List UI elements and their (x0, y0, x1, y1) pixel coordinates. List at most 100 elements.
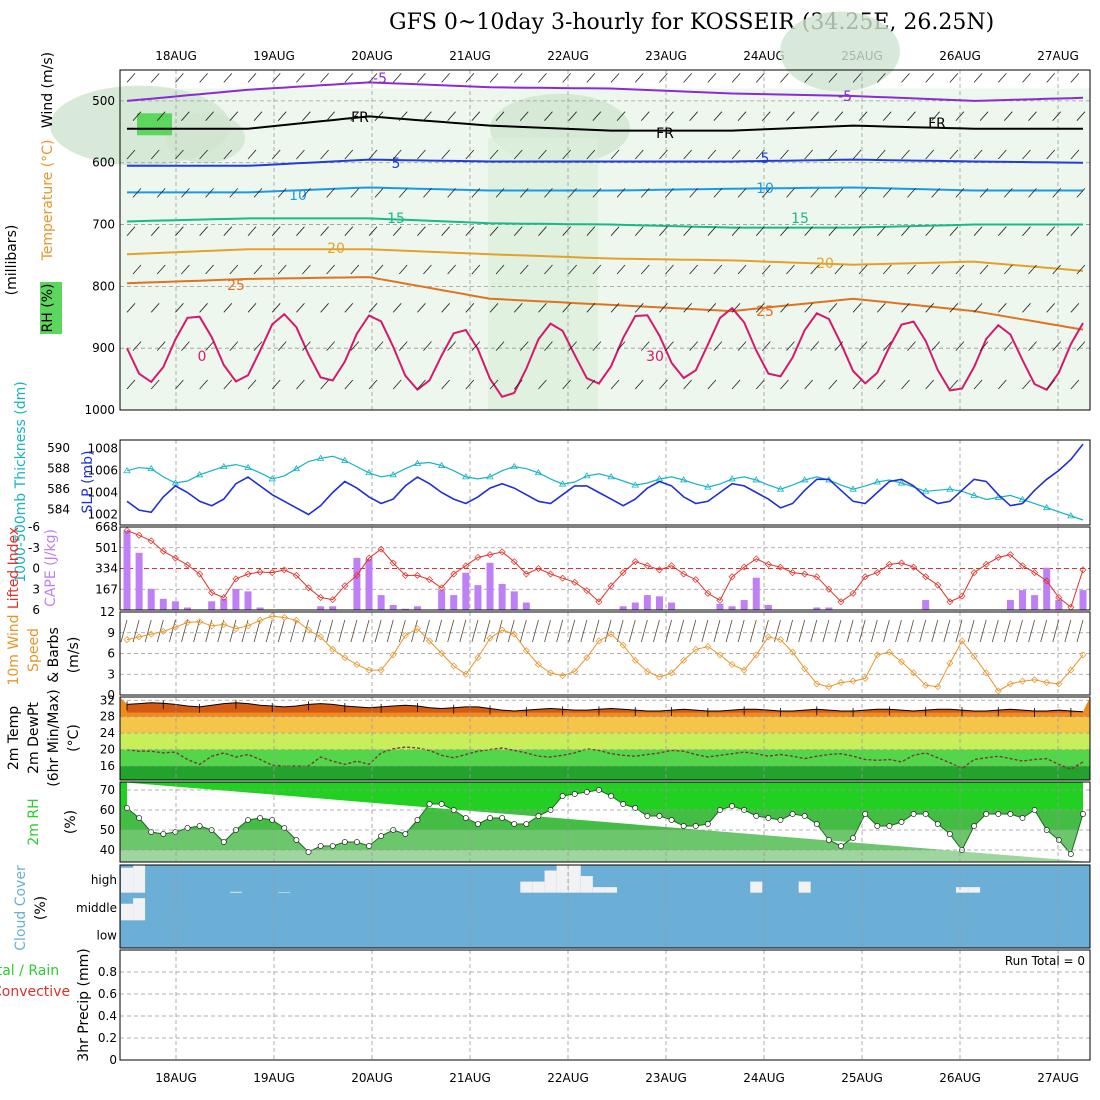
rh-marker-68 (946, 831, 953, 837)
li-marker-29 (474, 553, 482, 561)
slp-ytick-2: 1006 (87, 464, 118, 478)
ua-wind-barb-1-12 (277, 111, 287, 121)
cloud-high-70 (968, 887, 981, 893)
ua-wind-barb-8-6 (199, 379, 208, 390)
contour-label-10: 15 (791, 211, 809, 227)
wind-ylabel-4: (m/s) (66, 637, 82, 674)
ua-wind-barb-4-72 (997, 226, 1007, 236)
ua-wind-barb-4-52 (755, 226, 765, 236)
ua-wind-barb-4-34 (538, 226, 547, 236)
wind-barb-65 (907, 619, 914, 643)
ua-wind-barb-1-8 (229, 111, 239, 121)
rh-marker-19 (354, 839, 360, 845)
li-marker-20 (365, 554, 373, 562)
ua-wind-barb-1-74 (1028, 111, 1037, 121)
cape-bar-7 (208, 601, 216, 610)
li-marker-5 (184, 561, 192, 569)
wind-barb-43 (640, 619, 648, 643)
ua-wind-barb-3-68 (955, 188, 965, 198)
rh-marker-65 (910, 811, 917, 817)
cape-bar-43 (643, 595, 651, 610)
wind-marker-44 (655, 673, 663, 681)
ua-wind-barb-2-26 (441, 149, 450, 160)
top-day-label-2: 20AUG (351, 49, 393, 63)
ua-wind-barb-5-34 (544, 264, 553, 275)
ua-wind-barb-4-26 (441, 226, 450, 236)
ua-wind-barb-6-8 (223, 303, 233, 313)
cape-bar-74 (1018, 590, 1026, 610)
ua-wind-barb-3-26 (447, 188, 456, 198)
ua-wind-barb-7-10 (253, 341, 263, 351)
wind-marker-62 (873, 651, 881, 659)
rh-marker-5 (184, 825, 191, 831)
cloud-ytick-2: low (97, 929, 118, 943)
contour-label-12: 20 (816, 256, 834, 272)
rh-marker-34 (535, 813, 542, 819)
ua-wind-barb-8-74 (1022, 379, 1031, 390)
ua-wind-barb-5-22 (398, 264, 408, 275)
ua-wind-barb-1-42 (640, 111, 650, 121)
ua-wind-barb-5-60 (858, 264, 868, 275)
wind-marker-49 (716, 651, 724, 659)
cloud-high-69 (955, 887, 968, 893)
wind-marker-4 (171, 623, 179, 631)
ua-wind-barb-5-8 (229, 264, 239, 275)
thickness-marker-54 (776, 485, 785, 492)
ua-wind-barb-4-78 (1070, 226, 1080, 236)
li-marker-22 (389, 559, 397, 567)
ua-wind-barb-2-2 (150, 149, 160, 160)
cloud-high-52 (750, 881, 763, 893)
li-ytick-4: -6 (28, 520, 40, 534)
cape-bar-29 (474, 585, 482, 610)
ua-wind-barb-4-54 (780, 226, 789, 236)
li-marker-47 (692, 576, 700, 584)
ua-wind-barb-0-58 (828, 73, 838, 83)
rh-marker-2 (148, 829, 155, 835)
wind-marker-66 (922, 681, 930, 689)
wind-barb-30 (483, 619, 491, 643)
ua-wind-barb-8-26 (441, 379, 450, 390)
ua-wind-barb-5-2 (156, 264, 166, 275)
ua-wind-barb-8-40 (610, 379, 620, 390)
ua-wind-barb-6-32 (513, 303, 523, 313)
ua-wind-barb-5-64 (907, 264, 916, 275)
ua-wind-barb-3-70 (979, 188, 989, 198)
ua-wind-barb-0-6 (199, 73, 208, 83)
ua-wind-barb-7-2 (156, 341, 166, 351)
wind-marker-20 (365, 666, 373, 674)
wind-barb-60 (846, 619, 854, 643)
cape-bar-17 (329, 606, 337, 610)
rh-marker-28 (462, 815, 469, 821)
ua-wind-barb-7-60 (858, 341, 868, 351)
wind-marker-76 (1043, 679, 1051, 687)
ua-wind-barb-6-38 (586, 303, 596, 313)
rh-marker-53 (765, 815, 772, 821)
ua-wind-barb-6-40 (610, 303, 620, 313)
ua-wind-barb-0-48 (707, 73, 717, 83)
rh-marker-3 (160, 831, 167, 837)
rh-marker-18 (341, 839, 348, 845)
wind-marker-26 (438, 650, 446, 657)
wind-barb-18 (338, 619, 346, 643)
ua-wind-barb-0-76 (1046, 73, 1055, 83)
ua-wind-barb-2-22 (392, 149, 402, 160)
temp-line (126, 702, 1084, 713)
wind-marker-31 (498, 626, 506, 634)
ua-wind-barb-8-16 (320, 379, 329, 390)
ua-wind-barb-2-46 (683, 149, 692, 160)
ua-wind-barb-7-54 (786, 341, 795, 351)
ua-wind-barb-2-52 (755, 149, 765, 160)
ua-wind-barb-8-78 (1070, 379, 1080, 390)
ua-wind-barb-4-42 (634, 226, 644, 236)
ua-ytick-1: 600 (92, 156, 115, 170)
panel-frame-rh (119, 781, 1091, 863)
cape-bar-31 (498, 583, 506, 610)
ua-wind-barb-1-16 (326, 111, 335, 121)
li-marker-16 (317, 594, 325, 602)
temp-ytick-3: 28 (100, 710, 115, 724)
wind-marker-7 (208, 622, 216, 630)
ua-wind-barb-5-24 (423, 264, 432, 275)
ua-wind-barb-5-32 (519, 264, 529, 275)
rh-marker-78 (1067, 851, 1074, 857)
ua-wind-barb-3-18 (350, 188, 360, 198)
